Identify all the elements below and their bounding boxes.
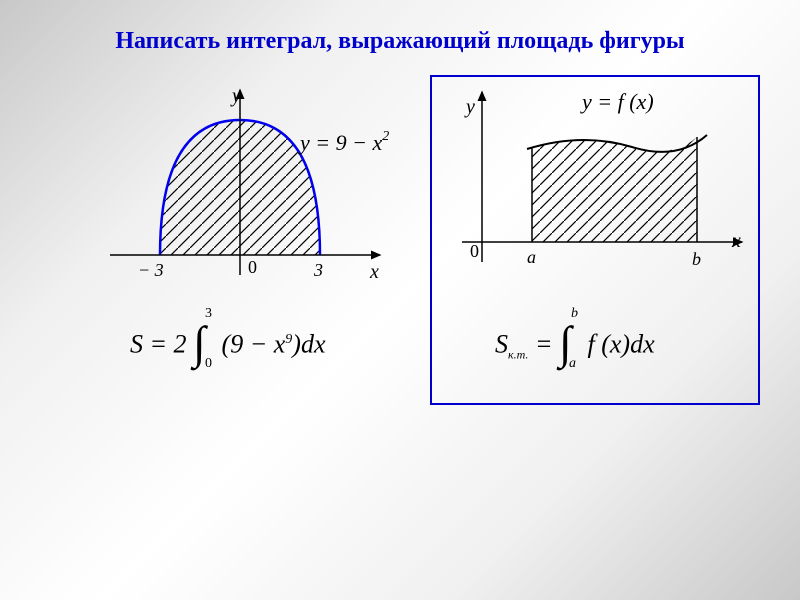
parabola-graph: y x 0 − 3 3 y = 9 − x2	[70, 80, 410, 310]
x-axis-label-right: x	[731, 230, 741, 252]
generic-curve-graph: y x 0 a b y = f (x)	[432, 77, 758, 317]
limit-upper-right: b	[571, 306, 578, 322]
formula-right: Sк.т. = b ∫ a f (x)dx	[495, 320, 655, 373]
formula-eq-right: =	[528, 329, 559, 358]
tick-a: a	[527, 247, 536, 267]
expr-close: )dx	[292, 329, 325, 358]
y-axis-label-right: y	[464, 96, 475, 118]
tick-pos3: 3	[313, 260, 323, 280]
expr-open: (9 − x	[222, 329, 286, 358]
origin-label-right: 0	[470, 241, 479, 261]
y-axis-label: y	[230, 85, 241, 107]
tick-b: b	[692, 249, 701, 269]
x-axis-label: x	[369, 261, 379, 283]
limit-lower-left: 0	[205, 356, 212, 372]
formula-left: S = 2 3 ∫ 0 (9 − x9)dx	[130, 320, 326, 373]
formula-eq: = 2	[143, 329, 187, 358]
expr-right: f (x)dx	[587, 329, 654, 358]
formula-sub: к.т.	[508, 348, 528, 362]
integral-sign-left: ∫	[193, 316, 206, 369]
limit-upper-left: 3	[205, 306, 212, 322]
page-title: Написать интеграл, выражающий площадь фи…	[0, 0, 800, 55]
formula-S: S	[130, 329, 143, 358]
equation-right: y = f (x)	[580, 89, 654, 114]
origin-label: 0	[248, 257, 257, 277]
limit-lower-right: a	[569, 356, 576, 372]
left-graph-panel: y x 0 − 3 3 y = 9 − x2	[70, 80, 410, 310]
equation-left: y = 9 − x2	[298, 129, 389, 155]
shaded-region-right	[532, 137, 697, 242]
tick-neg3: − 3	[138, 260, 164, 280]
formula-S-right: S	[495, 329, 508, 358]
